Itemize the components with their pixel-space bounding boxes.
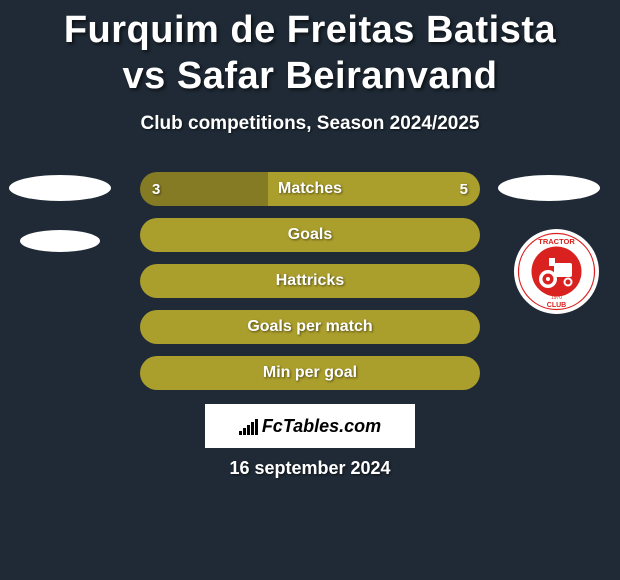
stat-label: Matches — [278, 180, 342, 198]
fctables-watermark: FcTables.com — [205, 404, 415, 448]
player-right-ellipse — [498, 175, 600, 201]
bar-chart-icon — [239, 417, 258, 435]
player-left-ellipse-1 — [20, 230, 100, 252]
stat-label: Hattricks — [276, 272, 344, 290]
badge-year: 1970 — [551, 295, 562, 301]
stat-label: Goals — [288, 226, 332, 244]
badge-bottom-text: CLUB — [547, 302, 566, 309]
stat-value-right: 5 — [460, 181, 468, 198]
stat-bar-goals-per-match: Goals per match — [140, 310, 480, 344]
fctables-label: FcTables.com — [262, 416, 381, 437]
stat-bar-matches: 3 5 Matches — [140, 172, 480, 206]
stat-bar-hattricks: Hattricks — [140, 264, 480, 298]
stat-label: Min per goal — [263, 364, 357, 382]
date-label: 16 september 2024 — [0, 458, 620, 479]
stat-bar-goals: Goals — [140, 218, 480, 252]
page-title: Furquim de Freitas Batista vs Safar Beir… — [0, 0, 620, 99]
player-left-ellipse-0 — [9, 175, 111, 201]
comparison-bars: 3 5 Matches Goals Hattricks Goals per match Mi… — [140, 172, 480, 402]
subtitle: Club competitions, Season 2024/2025 — [0, 113, 620, 135]
club-badge-right: TRACTOR CLUB 1970 — [514, 229, 599, 314]
stat-bar-min-per-goal: Min per goal — [140, 356, 480, 390]
tractor-club-logo: TRACTOR CLUB 1970 — [514, 229, 599, 314]
stat-label: Goals per match — [247, 318, 372, 336]
stat-value-left: 3 — [152, 181, 160, 198]
badge-top-text: TRACTOR — [538, 237, 575, 246]
